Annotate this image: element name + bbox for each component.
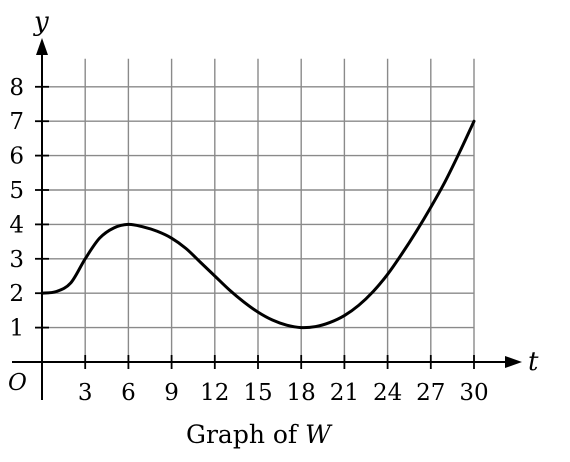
y-axis-label: y bbox=[33, 7, 49, 37]
x-tick-label-3: 3 bbox=[78, 380, 93, 406]
x-tick-label-18: 18 bbox=[287, 380, 316, 406]
y-axis-arrow bbox=[36, 38, 48, 55]
x-tick-label-21: 21 bbox=[330, 380, 359, 406]
x-tick-label-24: 24 bbox=[373, 380, 402, 406]
chart-caption: Graph of W bbox=[186, 420, 333, 449]
x-tick-label-6: 6 bbox=[121, 380, 136, 406]
grid-lines bbox=[42, 58, 475, 362]
x-tick-label-9: 9 bbox=[164, 380, 179, 406]
y-tick-label-2: 2 bbox=[9, 281, 24, 307]
x-tick-label-12: 12 bbox=[200, 380, 229, 406]
caption-variable: W bbox=[305, 420, 333, 449]
y-tick-label-6: 6 bbox=[9, 144, 24, 170]
x-axis-arrow bbox=[505, 356, 522, 368]
y-tick-label-8: 8 bbox=[9, 75, 24, 101]
y-tick-label-5: 5 bbox=[9, 178, 24, 204]
x-tick-label-30: 30 bbox=[459, 380, 488, 406]
y-tick-label-7: 7 bbox=[9, 109, 24, 135]
origin-label: O bbox=[8, 370, 27, 396]
axes bbox=[12, 38, 522, 400]
x-tick-label-27: 27 bbox=[416, 380, 445, 406]
w-curve bbox=[40, 119, 476, 330]
tick-marks bbox=[35, 85, 475, 369]
y-tick-label-1: 1 bbox=[9, 316, 24, 342]
y-tick-label-3: 3 bbox=[9, 247, 24, 273]
x-axis-label: t bbox=[528, 347, 539, 377]
caption-prefix: Graph of bbox=[186, 420, 305, 449]
x-tick-label-15: 15 bbox=[243, 380, 272, 406]
y-tick-label-4: 4 bbox=[9, 212, 24, 238]
